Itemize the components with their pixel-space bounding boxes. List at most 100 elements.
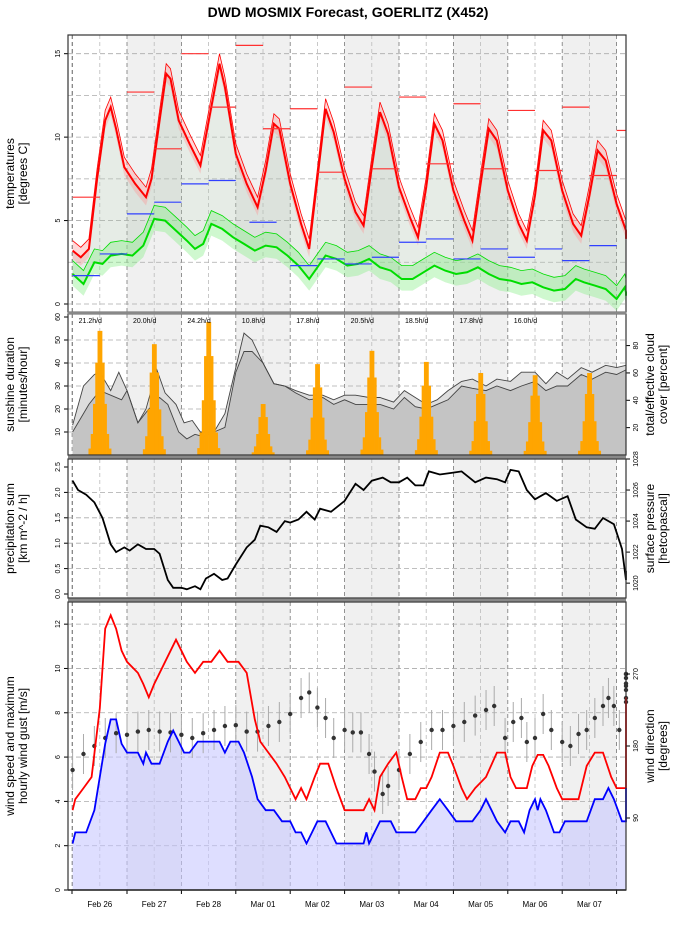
daily-sunshine-label: 10.8h/d <box>242 318 265 325</box>
y-tick-label: 50 <box>55 336 62 344</box>
sunshine-bar <box>197 448 200 455</box>
y-tick-label-right: 1028 <box>633 451 640 467</box>
chart-title: DWD MOSMIX Forecast, GOERLITZ (X452) <box>208 4 489 20</box>
y-tick-label-right: 40 <box>633 396 640 404</box>
sunshine-bar <box>580 441 583 455</box>
sunshine-bar <box>478 372 481 455</box>
wind-direction-point <box>440 727 445 733</box>
wind-direction-point <box>592 715 598 721</box>
daily-sunshine-label: 16.0h/d <box>514 318 537 325</box>
wind-direction-point <box>584 727 589 733</box>
wind-direction-point <box>611 703 617 709</box>
y-axis-title: hourly wind gust [m/s] <box>16 688 30 804</box>
y-axis-title-right: wind direction <box>643 709 657 783</box>
y-tick-label: 1.0 <box>55 538 62 548</box>
dewpoint-uncertainty-band <box>72 205 627 311</box>
sunshine-bar <box>217 448 221 455</box>
sunshine-bar <box>369 350 373 455</box>
x-tick-label: Feb 26 <box>87 900 112 909</box>
x-tick-label: Mar 04 <box>414 900 439 909</box>
sunshine-bar <box>469 450 472 455</box>
wind-direction-point <box>576 731 581 737</box>
sunshine-bar <box>106 433 110 455</box>
wind-direction-point <box>568 743 573 749</box>
sunshine-bar <box>156 372 160 455</box>
sunshine-bar <box>99 330 103 455</box>
y-axis-title-right: [degrees] <box>656 721 670 771</box>
sunshine-bar <box>598 450 602 455</box>
sunshine-bar <box>108 448 112 455</box>
wind-direction-point <box>617 727 622 733</box>
wind-speed-line <box>71 718 627 847</box>
sunshine-bar <box>487 441 490 455</box>
sunshine-bar <box>308 439 311 455</box>
wind-direction-point <box>233 723 238 728</box>
sunshine-bar <box>430 416 434 455</box>
sunshine-bar <box>380 449 384 455</box>
sunshine-bar <box>589 372 592 455</box>
wind-direction-point <box>298 695 304 701</box>
y-tick-label: 2 <box>55 844 62 848</box>
sunshine-bar <box>158 409 162 455</box>
sunshine-bar <box>378 437 382 455</box>
y-axis-title: [minutes/hour] <box>16 346 30 422</box>
y-axis-title: wind speed and maximum <box>3 676 17 816</box>
sunshine-bar <box>376 412 379 455</box>
sunshine-bar <box>530 395 534 455</box>
y-tick-label: 0.0 <box>55 589 62 599</box>
sunshine-bar <box>147 409 150 455</box>
sunshine-bar <box>312 387 316 455</box>
sunshine-bar <box>578 450 581 455</box>
effective-cloud-line <box>72 351 627 440</box>
wind-direction-point <box>524 739 530 745</box>
sunshine-bar <box>421 385 425 455</box>
sunshine-bar <box>215 432 218 455</box>
wind-direction-point <box>342 727 347 733</box>
sunshine-bar <box>97 330 101 455</box>
sunshine-bar <box>360 449 364 455</box>
daily-sunshine-label: 17.8h/d <box>296 318 319 325</box>
wind-direction-point <box>157 729 162 734</box>
y-axis-title-right: surface pressure <box>643 483 657 573</box>
sunshine-bar <box>584 393 588 455</box>
sunshine-bar <box>471 441 475 455</box>
sunshine-bar <box>208 322 212 455</box>
panel-separator <box>68 311 626 315</box>
wind-direction-point <box>124 732 130 737</box>
wind-direction-point <box>385 783 391 789</box>
sunshine-bar <box>417 439 420 455</box>
sunshine-bar <box>367 377 370 455</box>
panel-frame <box>67 601 627 891</box>
sunshine-bar <box>528 422 531 455</box>
day-shading <box>127 459 182 598</box>
dewpoint-upper-line <box>72 205 627 287</box>
sunshine-bar <box>272 452 275 455</box>
sunshine-bar <box>161 436 164 455</box>
wind-direction-point <box>492 703 497 709</box>
wind-direction-point <box>190 735 195 741</box>
sunshine-bar <box>213 400 216 455</box>
x-tick-label: Mar 02 <box>305 900 330 909</box>
sunshine-bar <box>263 404 266 455</box>
sunshine-bar <box>539 422 543 455</box>
wind-direction-point <box>451 723 456 729</box>
x-tick-label: Mar 05 <box>468 900 493 909</box>
wind-direction-point <box>81 751 86 757</box>
daily-sunshine-label: 21.2h/d <box>79 318 102 325</box>
y-tick-label: 0 <box>55 302 62 306</box>
sunshine-bar <box>426 361 429 455</box>
y-tick-label: 30 <box>55 382 62 390</box>
wind-direction-point <box>146 727 151 733</box>
wind-direction-point <box>135 729 141 734</box>
wind-direction-point <box>502 735 508 741</box>
sunshine-bar <box>326 450 330 455</box>
y-tick-label-right: 90 <box>633 814 640 822</box>
sunshine-bar <box>371 350 375 455</box>
y-tick-label: 10 <box>55 664 62 672</box>
sunshine-bar <box>489 450 493 455</box>
y-axis-title-right: cover [percent] <box>656 345 670 424</box>
sunshine-bar <box>482 393 486 455</box>
wind-direction-point <box>429 727 434 733</box>
x-tick-label: Mar 06 <box>523 900 548 909</box>
